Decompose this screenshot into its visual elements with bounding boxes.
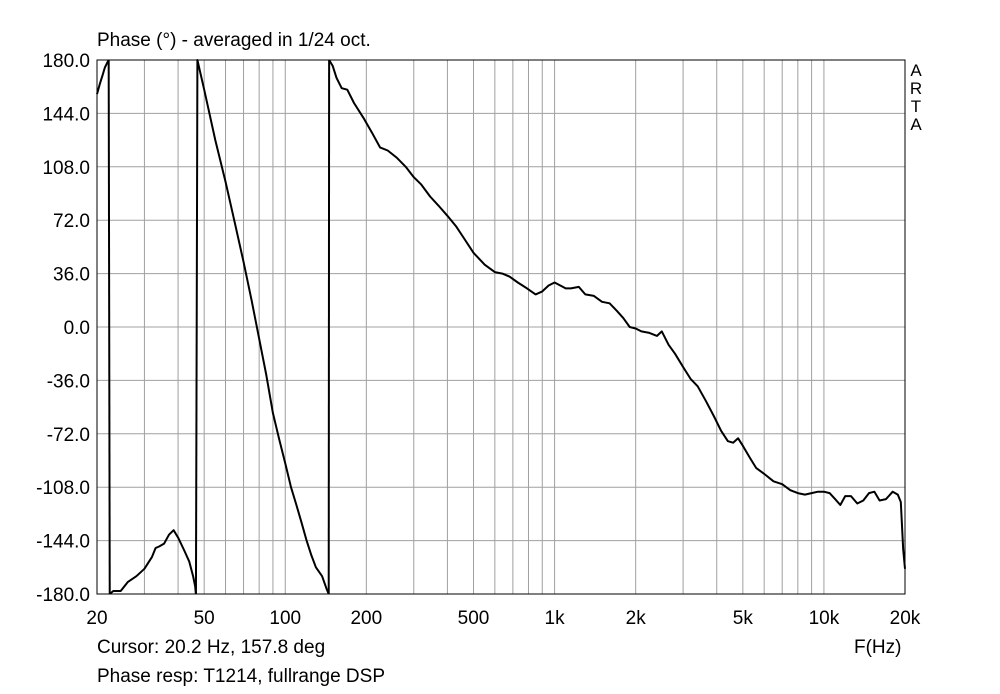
x-tick-label: 20 [86, 608, 107, 629]
x-tick-label: 20k [890, 608, 921, 629]
brand-letter: A [910, 61, 922, 80]
axis-ticks: 180.0 144.0 108.0 72.0 36.0 0.0 -36.0 -72.0 -108… [36, 51, 921, 629]
phase-wrap-line [107, 59, 111, 595]
chart-title: Phase (°) - averaged in 1/24 oct. [97, 30, 371, 51]
arta-brand: A R T A [906, 62, 926, 134]
brand-letter: T [910, 97, 922, 116]
cursor-readout: Cursor: 20.2 Hz, 157.8 deg [97, 637, 326, 658]
x-tick-label: 5k [733, 608, 754, 629]
y-tick-label: 0.0 [64, 318, 90, 339]
x-tick-label: 500 [458, 608, 490, 629]
plot-frame [96, 59, 906, 595]
y-tick-label: 144.0 [42, 104, 90, 125]
phase-curve-segment [96, 59, 110, 95]
phase-wrap-line [194, 326, 198, 595]
phase-curve-segment [328, 59, 906, 569]
x-tick-label: 200 [350, 608, 382, 629]
response-caption: Phase resp: T1214, fullrange DSP [97, 666, 385, 687]
y-tick-label: 36.0 [53, 265, 90, 286]
x-tick-label: 50 [194, 608, 215, 629]
x-axis-label: F(Hz) [854, 637, 902, 658]
y-tick-label: -180.0 [36, 585, 90, 606]
x-tick-label: 100 [269, 608, 301, 629]
phase-curve-segment [195, 59, 330, 595]
y-tick-label: -108.0 [36, 478, 90, 499]
x-tick-label: 10k [809, 608, 840, 629]
y-tick-label: -36.0 [47, 371, 90, 392]
y-tick-label: -72.0 [47, 425, 90, 446]
y-tick-label: 72.0 [53, 211, 90, 232]
phase-curve [96, 59, 906, 595]
brand-letter: R [909, 79, 923, 98]
brand-letter: A [910, 115, 922, 134]
y-tick-label: 180.0 [42, 51, 90, 72]
phase-curve-segment [109, 529, 197, 595]
x-tick-label: 2k [626, 608, 647, 629]
x-tick-label: 1k [545, 608, 566, 629]
y-tick-label: 108.0 [42, 158, 90, 179]
grid [97, 60, 905, 594]
y-tick-label: -144.0 [36, 532, 90, 553]
